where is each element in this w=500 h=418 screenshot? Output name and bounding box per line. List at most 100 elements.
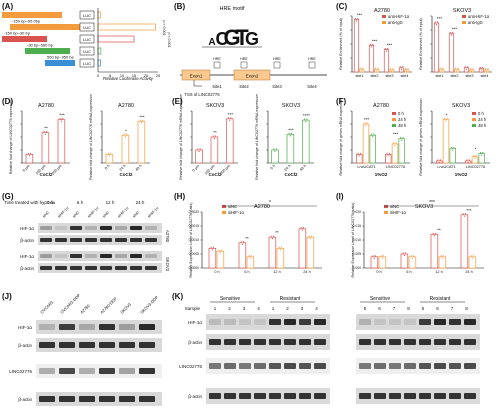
blot-band — [40, 254, 52, 258]
data-point — [272, 235, 275, 237]
y-axis-label: Relative fold change of LINC02776 mRNA e… — [89, 94, 93, 180]
data-point — [471, 257, 473, 259]
data-point — [394, 144, 396, 147]
time-label: 24 h — [136, 200, 145, 205]
legend-entry: siNC — [228, 204, 237, 209]
data-point — [482, 152, 484, 154]
bar — [398, 67, 405, 73]
blot-strip — [206, 314, 330, 330]
blot-band — [85, 226, 97, 230]
lane-label: siHIF-1α — [117, 206, 129, 218]
y-axis-label: Relative Enrichment (% of input) — [339, 18, 343, 70]
chart-title: A2780 — [373, 103, 389, 109]
y-tick-label: 0.000 — [353, 266, 362, 270]
blot-band — [79, 342, 95, 348]
data-point — [124, 136, 126, 138]
bar — [121, 134, 130, 164]
blot-band — [209, 363, 221, 369]
tick-label: 15 — [132, 74, 136, 78]
blot-row-label: β-actin — [188, 340, 202, 345]
tick-label: 100 μm — [35, 164, 47, 176]
data-point — [467, 161, 469, 164]
panel-c: (C) site1 *** site2 *** site3 *** site4 A2780 Re… — [334, 0, 500, 100]
data-point — [479, 152, 482, 154]
data-point — [271, 238, 273, 240]
bar — [195, 149, 203, 164]
data-point — [401, 139, 403, 141]
panel-e: (E) 0 μm 100 μm ** 200 μm *** SKOV3 Relative f… — [170, 94, 332, 190]
tick-label: 0 h — [376, 270, 381, 274]
blot-band — [130, 266, 142, 270]
chart-title: SKOV3 — [206, 103, 224, 109]
blot-band — [224, 393, 236, 399]
significance-mark: *** — [364, 117, 370, 122]
site-label: Site2 — [239, 84, 249, 89]
luciferase-bar — [97, 35, 135, 43]
significance-mark: *** — [429, 200, 435, 206]
bar — [298, 228, 307, 269]
hre-label: HRE — [308, 57, 316, 61]
panel-label: (I) — [336, 192, 344, 201]
bar — [57, 119, 66, 164]
blot-strip — [356, 388, 480, 404]
construct-label: 560 bp~950 bp — [47, 55, 75, 60]
data-point — [434, 21, 436, 23]
luciferase-bar — [97, 47, 102, 55]
group-label: Resistant — [430, 296, 451, 302]
hre-label: HRE — [240, 57, 248, 61]
blot-band — [389, 319, 401, 325]
legend-swatch — [392, 124, 396, 127]
panel-label: (F) — [336, 97, 347, 106]
x-axis-label: CoCl2 — [284, 172, 297, 177]
hre-site — [308, 61, 316, 69]
tick-label: 0 h — [270, 164, 277, 171]
data-point — [412, 255, 415, 257]
blot-band — [299, 363, 311, 369]
blot-band — [404, 363, 416, 369]
tick-label: 0 μm — [192, 164, 201, 173]
blot-band — [40, 226, 52, 230]
blot-band — [145, 266, 157, 270]
blot-band — [139, 396, 155, 402]
significance-mark: **** — [303, 113, 310, 118]
y-tick-label: 0.0015 — [189, 224, 199, 228]
data-point — [392, 68, 394, 70]
time-label: 6 h — [77, 200, 84, 205]
bar — [370, 256, 379, 269]
blot-band — [79, 368, 95, 374]
blot-band — [254, 339, 266, 345]
group-label: Sensitive — [220, 296, 241, 302]
panel-label: (A) — [2, 2, 14, 11]
bar — [478, 153, 485, 164]
bar — [369, 134, 376, 164]
tick-label: site3 — [465, 74, 473, 78]
tick-label: 6 h — [406, 270, 411, 274]
sample-number: 3 — [243, 306, 246, 311]
data-point — [470, 255, 472, 257]
blot-row-label: HIF-1α — [18, 325, 32, 330]
bar — [25, 153, 34, 164]
panel-label: (K) — [172, 292, 184, 301]
data-point — [274, 150, 276, 153]
bar — [368, 45, 375, 73]
tick-label: site1 — [355, 74, 363, 78]
data-point — [359, 67, 362, 69]
data-point — [364, 122, 366, 124]
data-point — [212, 246, 215, 248]
blot-band — [419, 319, 431, 325]
data-point — [381, 257, 383, 259]
luc-box — [79, 10, 95, 20]
blot-band — [115, 266, 127, 270]
blot-band — [209, 319, 221, 325]
blot-band — [55, 254, 67, 258]
data-point — [288, 132, 290, 134]
panel-f-chart: LncUCAT1 *** LINC02776 *** A2780 Relative fol… — [339, 98, 490, 177]
data-point — [400, 68, 403, 70]
data-point — [60, 120, 62, 122]
blot-band — [389, 393, 401, 399]
y-axis-label: Relative fold change of LINC02776 mRNA e… — [179, 94, 183, 180]
tick-label: 24 h — [284, 164, 292, 172]
blot-band — [130, 238, 142, 242]
panel-d-chart: 0 μm 100 μm ** 200 μm *** A2780 Relative fold … — [9, 94, 150, 180]
